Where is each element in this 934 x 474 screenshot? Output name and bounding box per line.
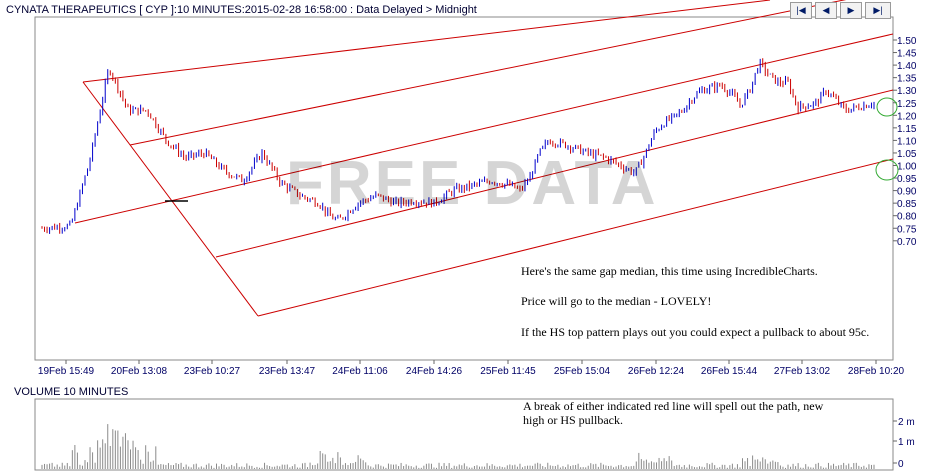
y-tick-label: 0.85 — [897, 199, 917, 210]
upper-break-circle — [876, 97, 898, 117]
y-tick-label: 1.05 — [897, 149, 917, 160]
annotation-median: Here's the same gap median, this time us… — [521, 264, 818, 278]
volume-panel — [34, 398, 894, 471]
watermark: FREE DATA — [286, 149, 659, 218]
x-tick-label: 24Feb 11:06 — [332, 366, 388, 377]
y-tick-label: 1.50 — [897, 36, 917, 47]
annotation-target: Price will go to the median - LOVELY! — [521, 294, 712, 308]
next-button[interactable]: ▶ — [840, 2, 862, 19]
x-tick-label: 26Feb 12:24 — [628, 366, 685, 377]
y-tick-label: 0.80 — [897, 212, 917, 223]
first-button[interactable]: |◀ — [790, 2, 812, 19]
y-tick-label: 1.30 — [897, 86, 917, 97]
x-tick-label: 23Feb 10:27 — [184, 366, 241, 377]
x-tick-label: 25Feb 11:45 — [480, 366, 536, 377]
price-axis: 1.50 1.451.40 1.351.30 1.251.20 1.151.10 1.05… — [893, 36, 917, 248]
price-bars — [41, 58, 875, 234]
y-tick-label: 1.00 — [897, 162, 917, 173]
x-tick-label: 25Feb 15:04 — [554, 366, 611, 377]
trend-line — [129, 0, 847, 146]
chart-title: CYNATA THERAPEUTICS [ CYP ]:10 MINUTES:2… — [6, 4, 477, 16]
x-tick-label: 24Feb 14:26 — [406, 366, 463, 377]
trend-line — [257, 158, 894, 317]
x-tick-label: 19Feb 15:49 — [38, 366, 95, 377]
x-tick-label: 27Feb 13:02 — [774, 366, 831, 377]
x-tick-label: 26Feb 15:44 — [701, 366, 758, 377]
y-tick-label: 1.45 — [897, 49, 917, 60]
y-tick-label: 0.95 — [897, 174, 917, 185]
volume-axis: 2 m 1 m 0 — [893, 417, 915, 470]
trend-line — [215, 89, 894, 258]
volume-tick-label: 2 m — [898, 417, 915, 428]
y-tick-label: 0.90 — [897, 187, 917, 198]
annotation-breakout: A break of either indicated red line wil… — [523, 399, 824, 427]
volume-tick-label: 0 — [898, 459, 904, 470]
y-tick-label: 1.15 — [897, 124, 917, 135]
trend-line — [82, 0, 771, 83]
y-tick-label: 1.35 — [897, 74, 917, 85]
volume-title: VOLUME 10 MINUTES — [14, 386, 129, 398]
y-tick-label: 1.20 — [897, 111, 917, 122]
trend-line — [74, 33, 894, 224]
volume-tick-label: 1 m — [898, 437, 915, 448]
x-tick-label: 23Feb 13:47 — [259, 366, 316, 377]
x-tick-label: 20Feb 13:08 — [111, 366, 168, 377]
y-tick-label: 0.70 — [897, 237, 917, 248]
y-tick-label: 1.40 — [897, 61, 917, 72]
x-tick-label: 28Feb 10:20 — [848, 366, 905, 377]
pitchfork-lines — [74, 0, 894, 317]
annotation-hs-top: If the HS top pattern plays out you coul… — [521, 325, 870, 339]
lower-break-circle — [875, 159, 899, 181]
trend-line — [82, 81, 259, 317]
volume-bars — [41, 424, 875, 469]
previous-button[interactable]: ◀ — [815, 2, 837, 19]
y-tick-label: 1.25 — [897, 99, 917, 110]
annotation-circles — [875, 97, 899, 181]
y-tick-label: 0.75 — [897, 224, 917, 235]
y-tick-label: 1.10 — [897, 136, 917, 147]
last-button[interactable]: ▶| — [865, 2, 891, 19]
time-axis: 19Feb 15:49 20Feb 13:08 23Feb 10:27 23Feb 1… — [38, 360, 905, 377]
